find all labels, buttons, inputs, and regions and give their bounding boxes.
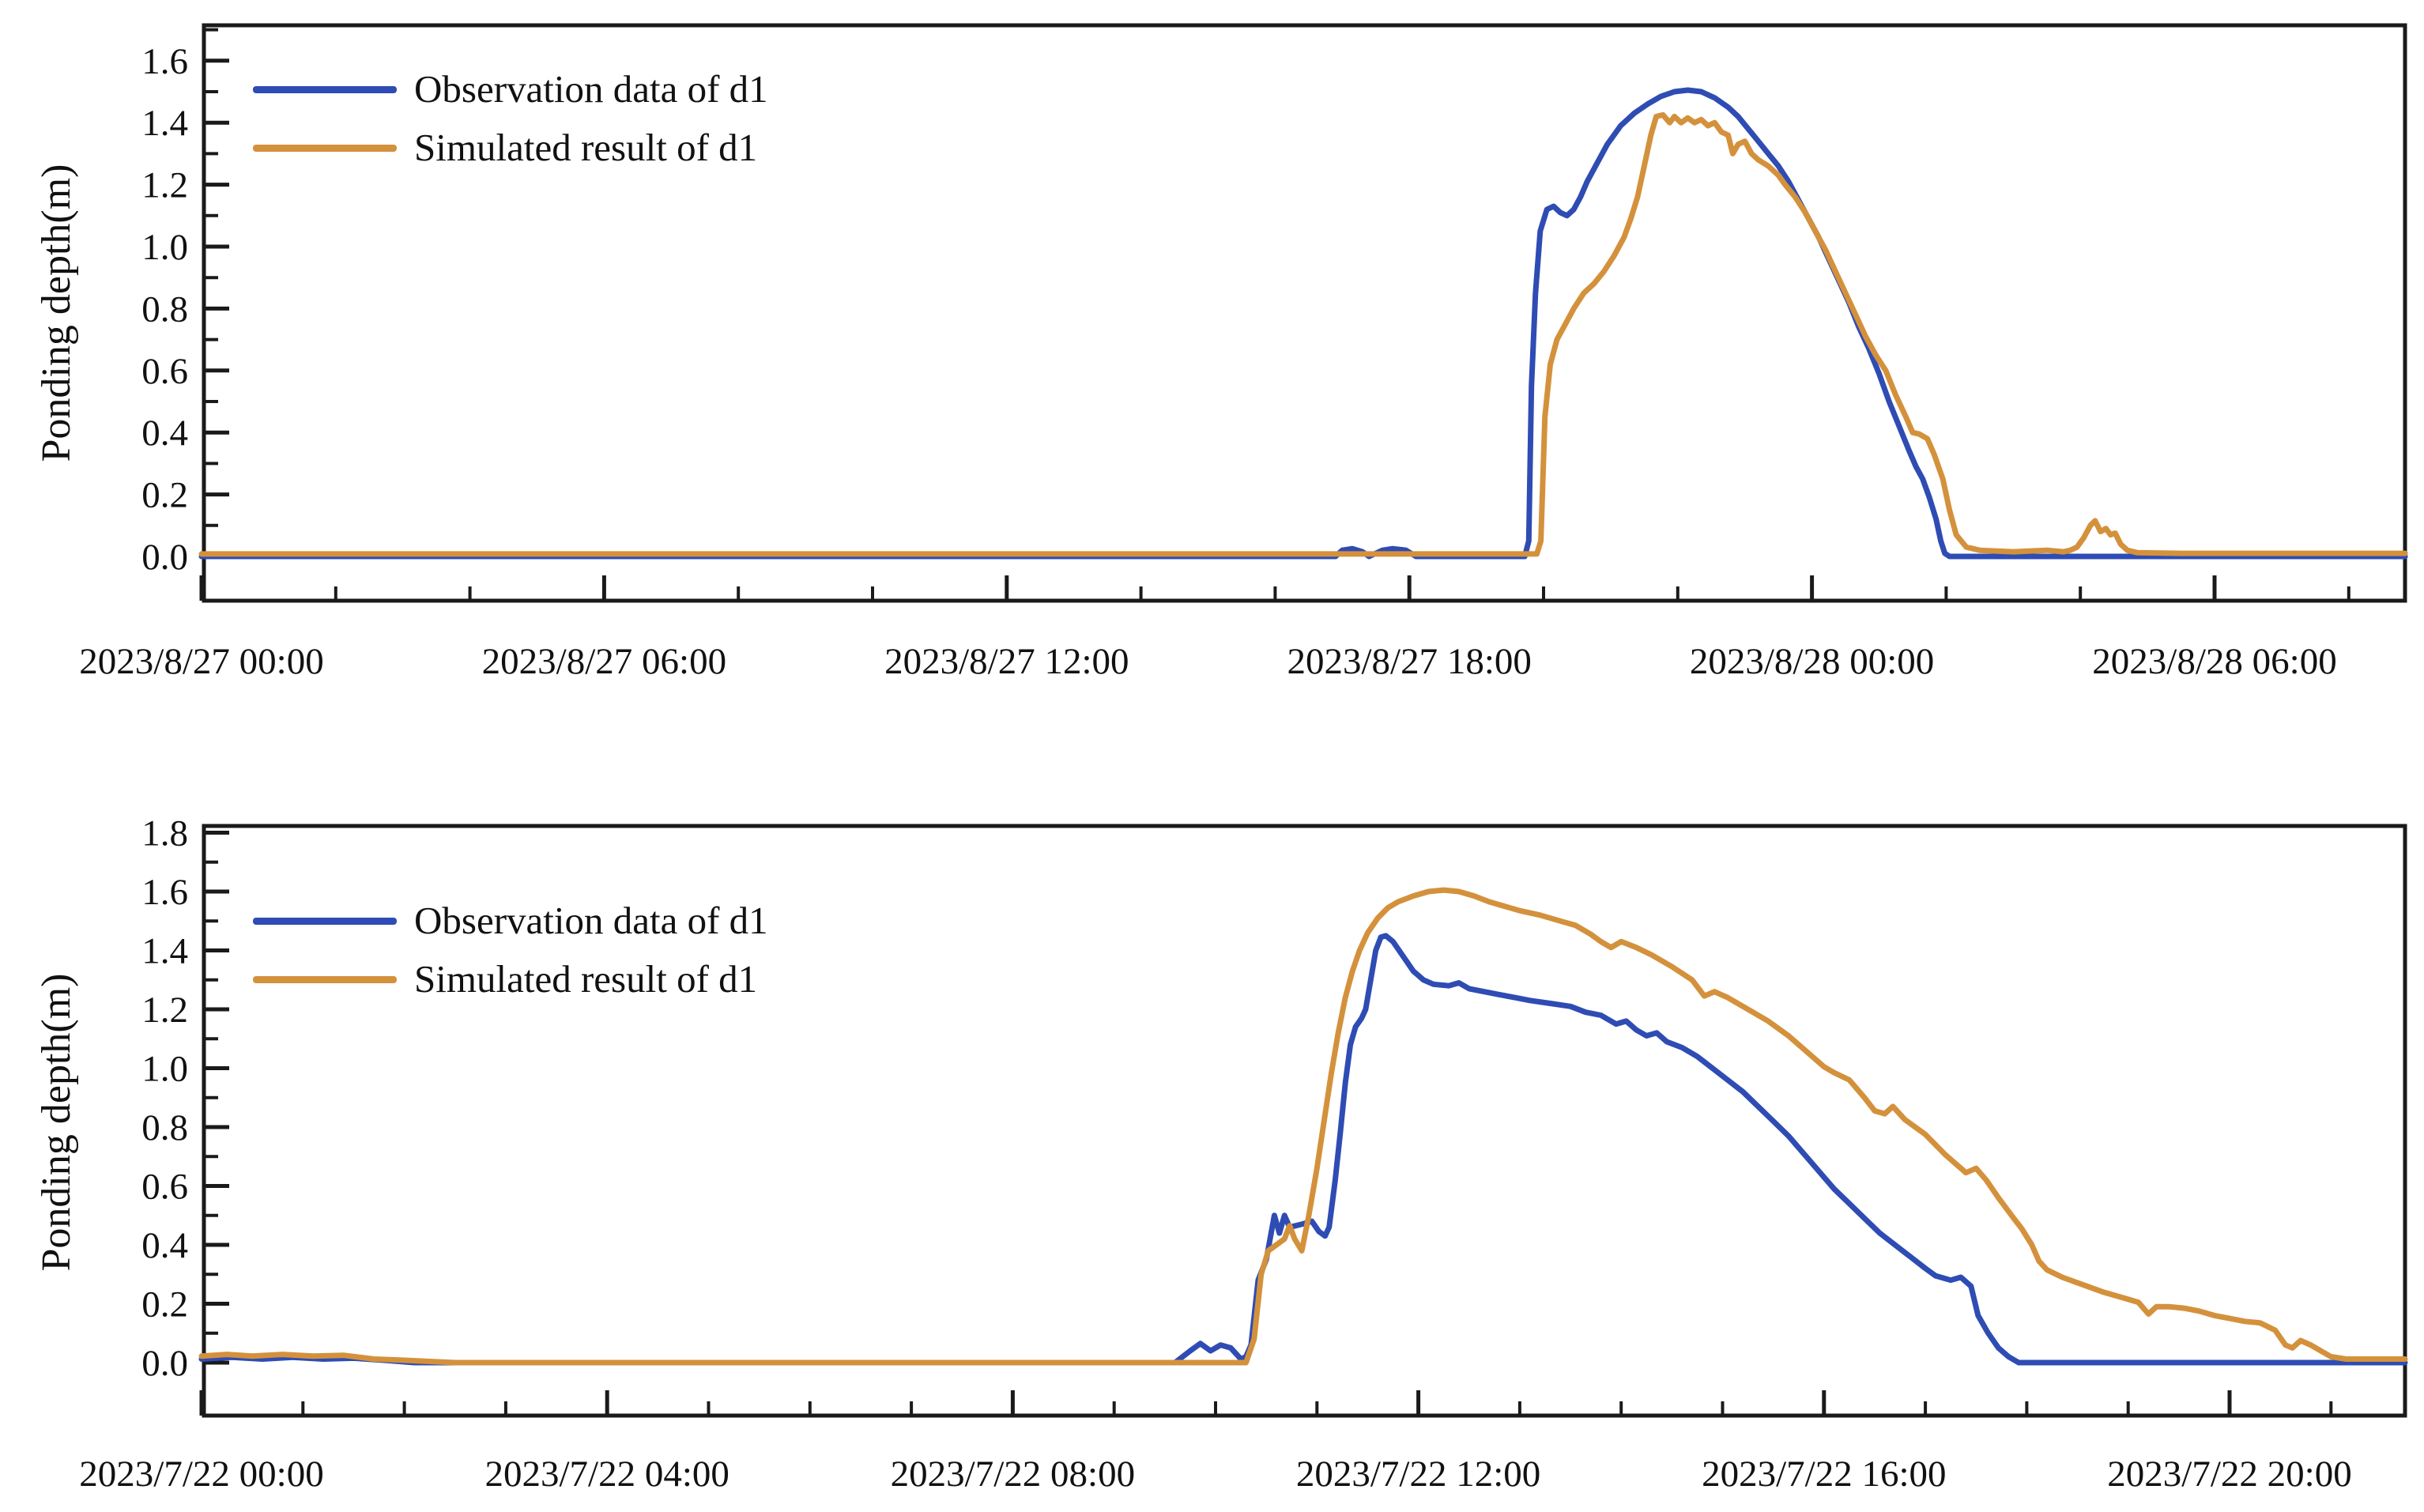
chart-0: 2023/8/27 00:00 2023/8/27 06:00 2023/8/27 … [79,23,2408,682]
y-tick-label: 0.4 [141,1225,188,1266]
y-tick-label: 0.8 [141,288,188,330]
y-tick-label: 1.6 [141,41,188,82]
y-tick-label: 1.4 [141,103,188,144]
legend-item-observation: Observation data of d1 [253,898,768,944]
observation-line-swatch [253,917,397,925]
y-tick-label: 1.2 [141,990,188,1031]
y-axis-label-top: Ponding depth(m) [34,164,79,462]
axis-tick-labels: 2023/8/27 00:00 2023/8/27 06:00 2023/8/27 … [79,41,2336,682]
chart-1: 2023/7/22 00:00 2023/7/22 04:00 2023/7/22 … [79,813,2408,1495]
y-tick-label: 0.0 [141,1343,188,1384]
observation-data-line [198,933,2408,1366]
x-tick-label: 2023/7/22 08:00 [891,1454,1135,1495]
simulated-result-line [198,111,2408,557]
legend-label-observation: Observation data of d1 [414,899,768,942]
y-tick-label: 1.2 [141,165,188,206]
plot-box [202,824,2407,1418]
legend-item-simulated: Simulated result of d1 [253,956,768,1002]
y-tick-label: 1.8 [141,813,188,854]
legend-bottom: Observation data of d1 Simulated result … [253,898,768,1015]
y-tick-label: 0.2 [141,475,188,516]
x-tick-label: 2023/8/28 06:00 [2092,641,2336,682]
y-tick-label: 1.4 [141,931,188,972]
y-tick-label: 1.6 [141,872,188,913]
y-tick-label: 0.6 [141,1167,188,1208]
x-tick-label: 2023/7/22 16:00 [1702,1454,1946,1495]
x-tick-label: 2023/8/28 00:00 [1690,641,1934,682]
y-tick-label: 0.0 [141,537,188,578]
simulated-result-line [198,887,2408,1366]
simulated-line-swatch [253,144,397,152]
y-axis-label-bottom: Ponding depth(m) [34,973,79,1272]
axis-ticks [199,28,2350,601]
simulated-line-swatch [253,975,397,983]
x-tick-label: 2023/8/27 00:00 [79,641,323,682]
legend-item-simulated: Simulated result of d1 [253,125,768,171]
axis-tick-labels: 2023/7/22 00:00 2023/7/22 04:00 2023/7/22 … [79,813,2351,1495]
y-tick-label: 1.0 [141,1049,188,1090]
legend-item-observation: Observation data of d1 [253,66,768,112]
observation-line-swatch [253,85,397,93]
axis-ticks [199,831,2333,1416]
x-tick-label: 2023/7/22 04:00 [484,1454,729,1495]
x-tick-label: 2023/7/22 12:00 [1296,1454,1540,1495]
plot-box [202,23,2407,603]
y-tick-label: 0.6 [141,351,188,392]
x-tick-label: 2023/7/22 00:00 [79,1454,323,1495]
x-tick-label: 2023/8/27 12:00 [884,641,1129,682]
legend-label-observation: Observation data of d1 [414,67,768,111]
x-tick-label: 2023/7/22 20:00 [2107,1454,2351,1495]
x-tick-label: 2023/8/27 06:00 [482,641,726,682]
legend-top: Observation data of d1 Simulated result … [253,66,768,183]
y-tick-label: 0.8 [141,1107,188,1148]
y-tick-label: 0.4 [141,413,188,454]
x-tick-label: 2023/8/27 18:00 [1287,641,1531,682]
y-tick-label: 1.0 [141,227,188,268]
legend-label-simulated: Simulated result of d1 [414,126,758,169]
y-tick-label: 0.2 [141,1284,188,1325]
legend-label-simulated: Simulated result of d1 [414,957,758,1001]
